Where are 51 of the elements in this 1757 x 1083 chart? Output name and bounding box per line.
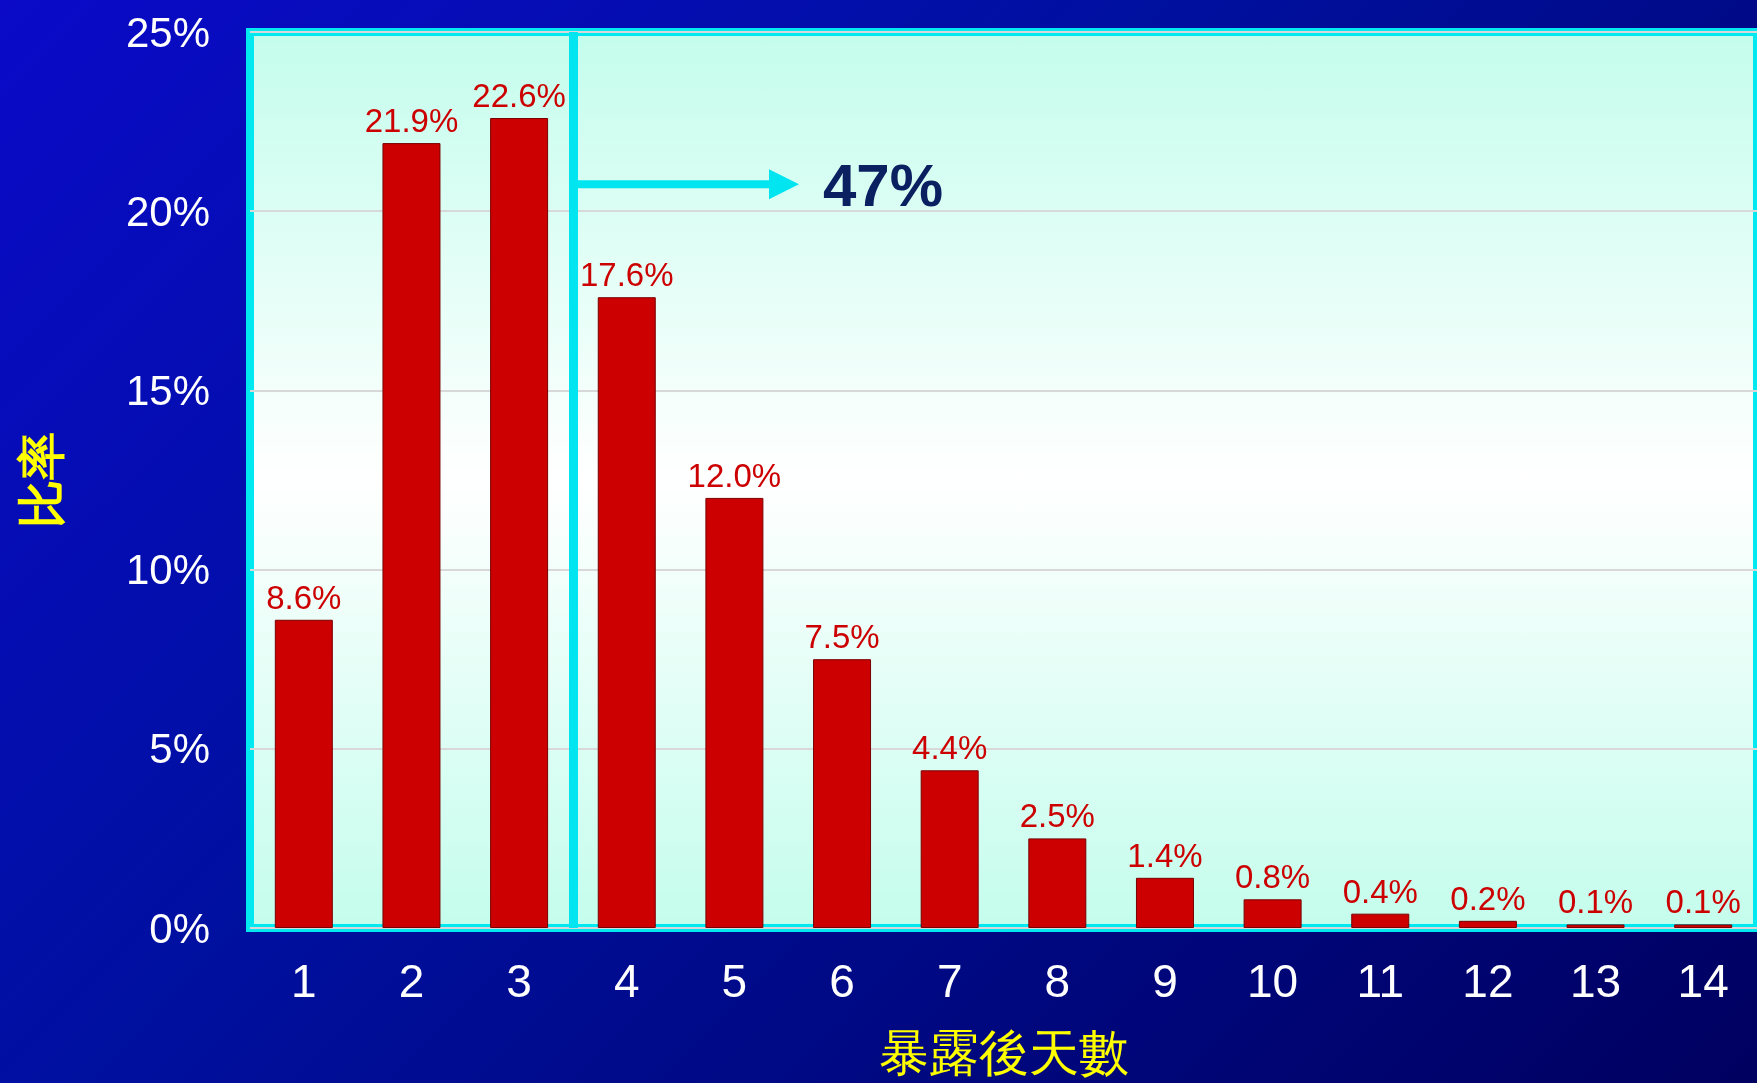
bar (1674, 924, 1733, 928)
bar (705, 497, 764, 928)
data-label: 1.4% (1127, 836, 1203, 874)
data-label: 0.4% (1342, 872, 1418, 910)
x-axis-title: 暴露後天數 (878, 1024, 1129, 1082)
y-tick-label: 0% (149, 904, 210, 952)
bar (920, 770, 979, 928)
bar (274, 619, 333, 928)
x-tick-label: 11 (1356, 955, 1405, 1007)
bar (382, 143, 441, 928)
data-label: 7.5% (804, 618, 880, 656)
y-tick-label: 5% (149, 725, 210, 773)
data-label: 17.6% (579, 256, 674, 294)
data-label: 0.2% (1450, 879, 1526, 917)
x-tick-label: 6 (829, 955, 855, 1007)
bar (1028, 838, 1087, 928)
x-tick-label: 13 (1569, 955, 1622, 1007)
data-label: 0.1% (1557, 883, 1634, 921)
bar (813, 659, 872, 928)
bar (597, 297, 656, 928)
x-tick-label: 1 (291, 955, 317, 1007)
y-axis-title: 比率 (13, 432, 69, 528)
data-label: 4.4% (912, 729, 988, 767)
data-label: 0.1% (1665, 883, 1741, 921)
y-tick-label: 15% (125, 366, 210, 414)
bar (1566, 924, 1625, 928)
y-tick-label: 25% (125, 8, 210, 56)
data-label: 12.0% (687, 456, 782, 494)
data-label: 22.6% (472, 77, 566, 115)
bar (1243, 899, 1302, 928)
bar (490, 118, 549, 928)
data-label: 21.9% (364, 102, 459, 140)
x-tick-label: 4 (613, 955, 640, 1007)
x-tick-label: 2 (398, 955, 425, 1007)
data-label: 8.6% (266, 578, 342, 616)
x-tick-label: 3 (506, 955, 532, 1007)
x-tick-label: 7 (936, 955, 963, 1007)
x-tick-label: 12 (1462, 955, 1514, 1007)
x-tick-label: 8 (1044, 955, 1071, 1007)
data-label: 2.5% (1019, 797, 1095, 835)
y-tick-label: 10% (125, 546, 210, 594)
x-tick-label: 5 (721, 955, 748, 1007)
annotation: 47% (822, 152, 944, 220)
x-tick-label: 9 (1152, 955, 1178, 1007)
bar (1135, 877, 1194, 928)
bar (1351, 913, 1410, 928)
x-tick-label: 14 (1677, 955, 1729, 1007)
y-tick-label: 20% (125, 187, 210, 235)
data-label: 0.8% (1235, 858, 1311, 896)
bar (1458, 920, 1517, 928)
x-tick-label: 10 (1247, 955, 1299, 1007)
